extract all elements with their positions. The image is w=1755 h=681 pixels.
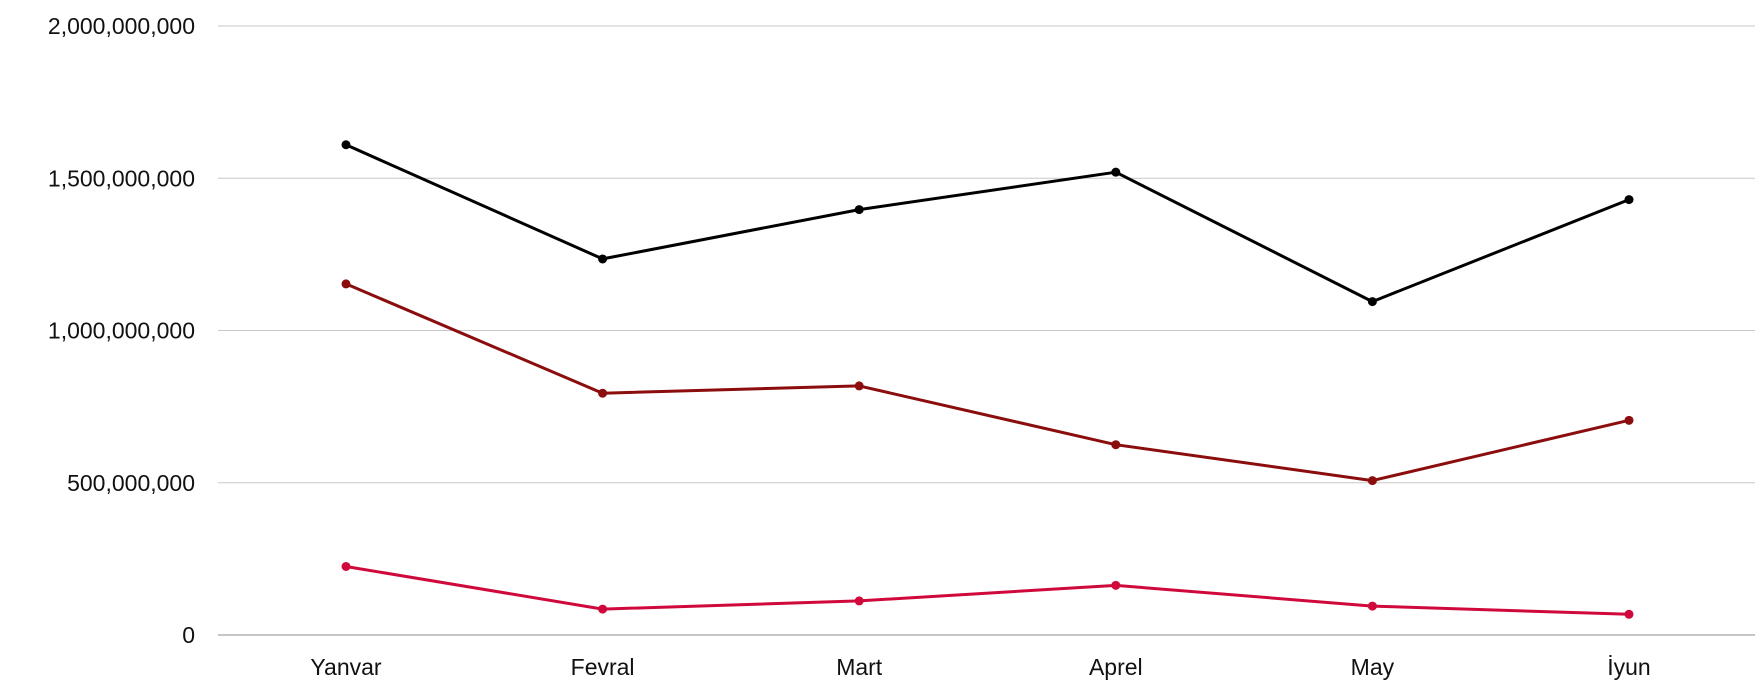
data-point — [1624, 415, 1634, 425]
gridlines — [218, 25, 1755, 636]
data-point — [1624, 609, 1634, 619]
x-tick-label: Mart — [836, 654, 883, 680]
x-tick-label: Aprel — [1089, 654, 1143, 680]
series-line — [344, 282, 1631, 483]
series-1 — [341, 140, 1634, 307]
series-3 — [341, 561, 1634, 619]
series-group — [341, 140, 1634, 619]
series-line — [344, 565, 1631, 616]
data-point — [854, 596, 864, 606]
data-point — [1111, 580, 1121, 590]
data-point — [854, 205, 864, 215]
data-point — [598, 388, 608, 398]
data-point — [341, 561, 351, 571]
data-point — [1111, 440, 1121, 450]
data-point — [854, 381, 864, 391]
data-point — [341, 279, 351, 289]
data-point — [1111, 167, 1121, 177]
data-point — [598, 254, 608, 264]
data-point — [341, 140, 351, 150]
data-point — [1367, 476, 1377, 486]
series-line — [344, 143, 1631, 304]
y-axis-ticks: 0 500,000,000 1,000,000,000 1,500,000,000 2,… — [48, 13, 195, 648]
y-tick-label: 500,000,000 — [67, 470, 195, 496]
x-tick-label: Yanvar — [310, 654, 382, 680]
series-2 — [341, 279, 1634, 486]
x-tick-label: Fevral — [571, 654, 635, 680]
data-point — [1367, 297, 1377, 307]
data-point — [598, 604, 608, 614]
data-point — [1624, 195, 1634, 205]
x-tick-label: May — [1351, 654, 1395, 680]
x-axis-ticks: Yanvar Fevral Mart Aprel May İyun — [310, 654, 1650, 680]
y-tick-label: 1,500,000,000 — [48, 165, 195, 191]
x-tick-label: İyun — [1607, 654, 1650, 680]
y-tick-label: 2,000,000,000 — [48, 13, 195, 39]
y-tick-label: 0 — [182, 622, 195, 648]
y-tick-label: 1,000,000,000 — [48, 318, 195, 344]
data-point — [1367, 601, 1377, 611]
